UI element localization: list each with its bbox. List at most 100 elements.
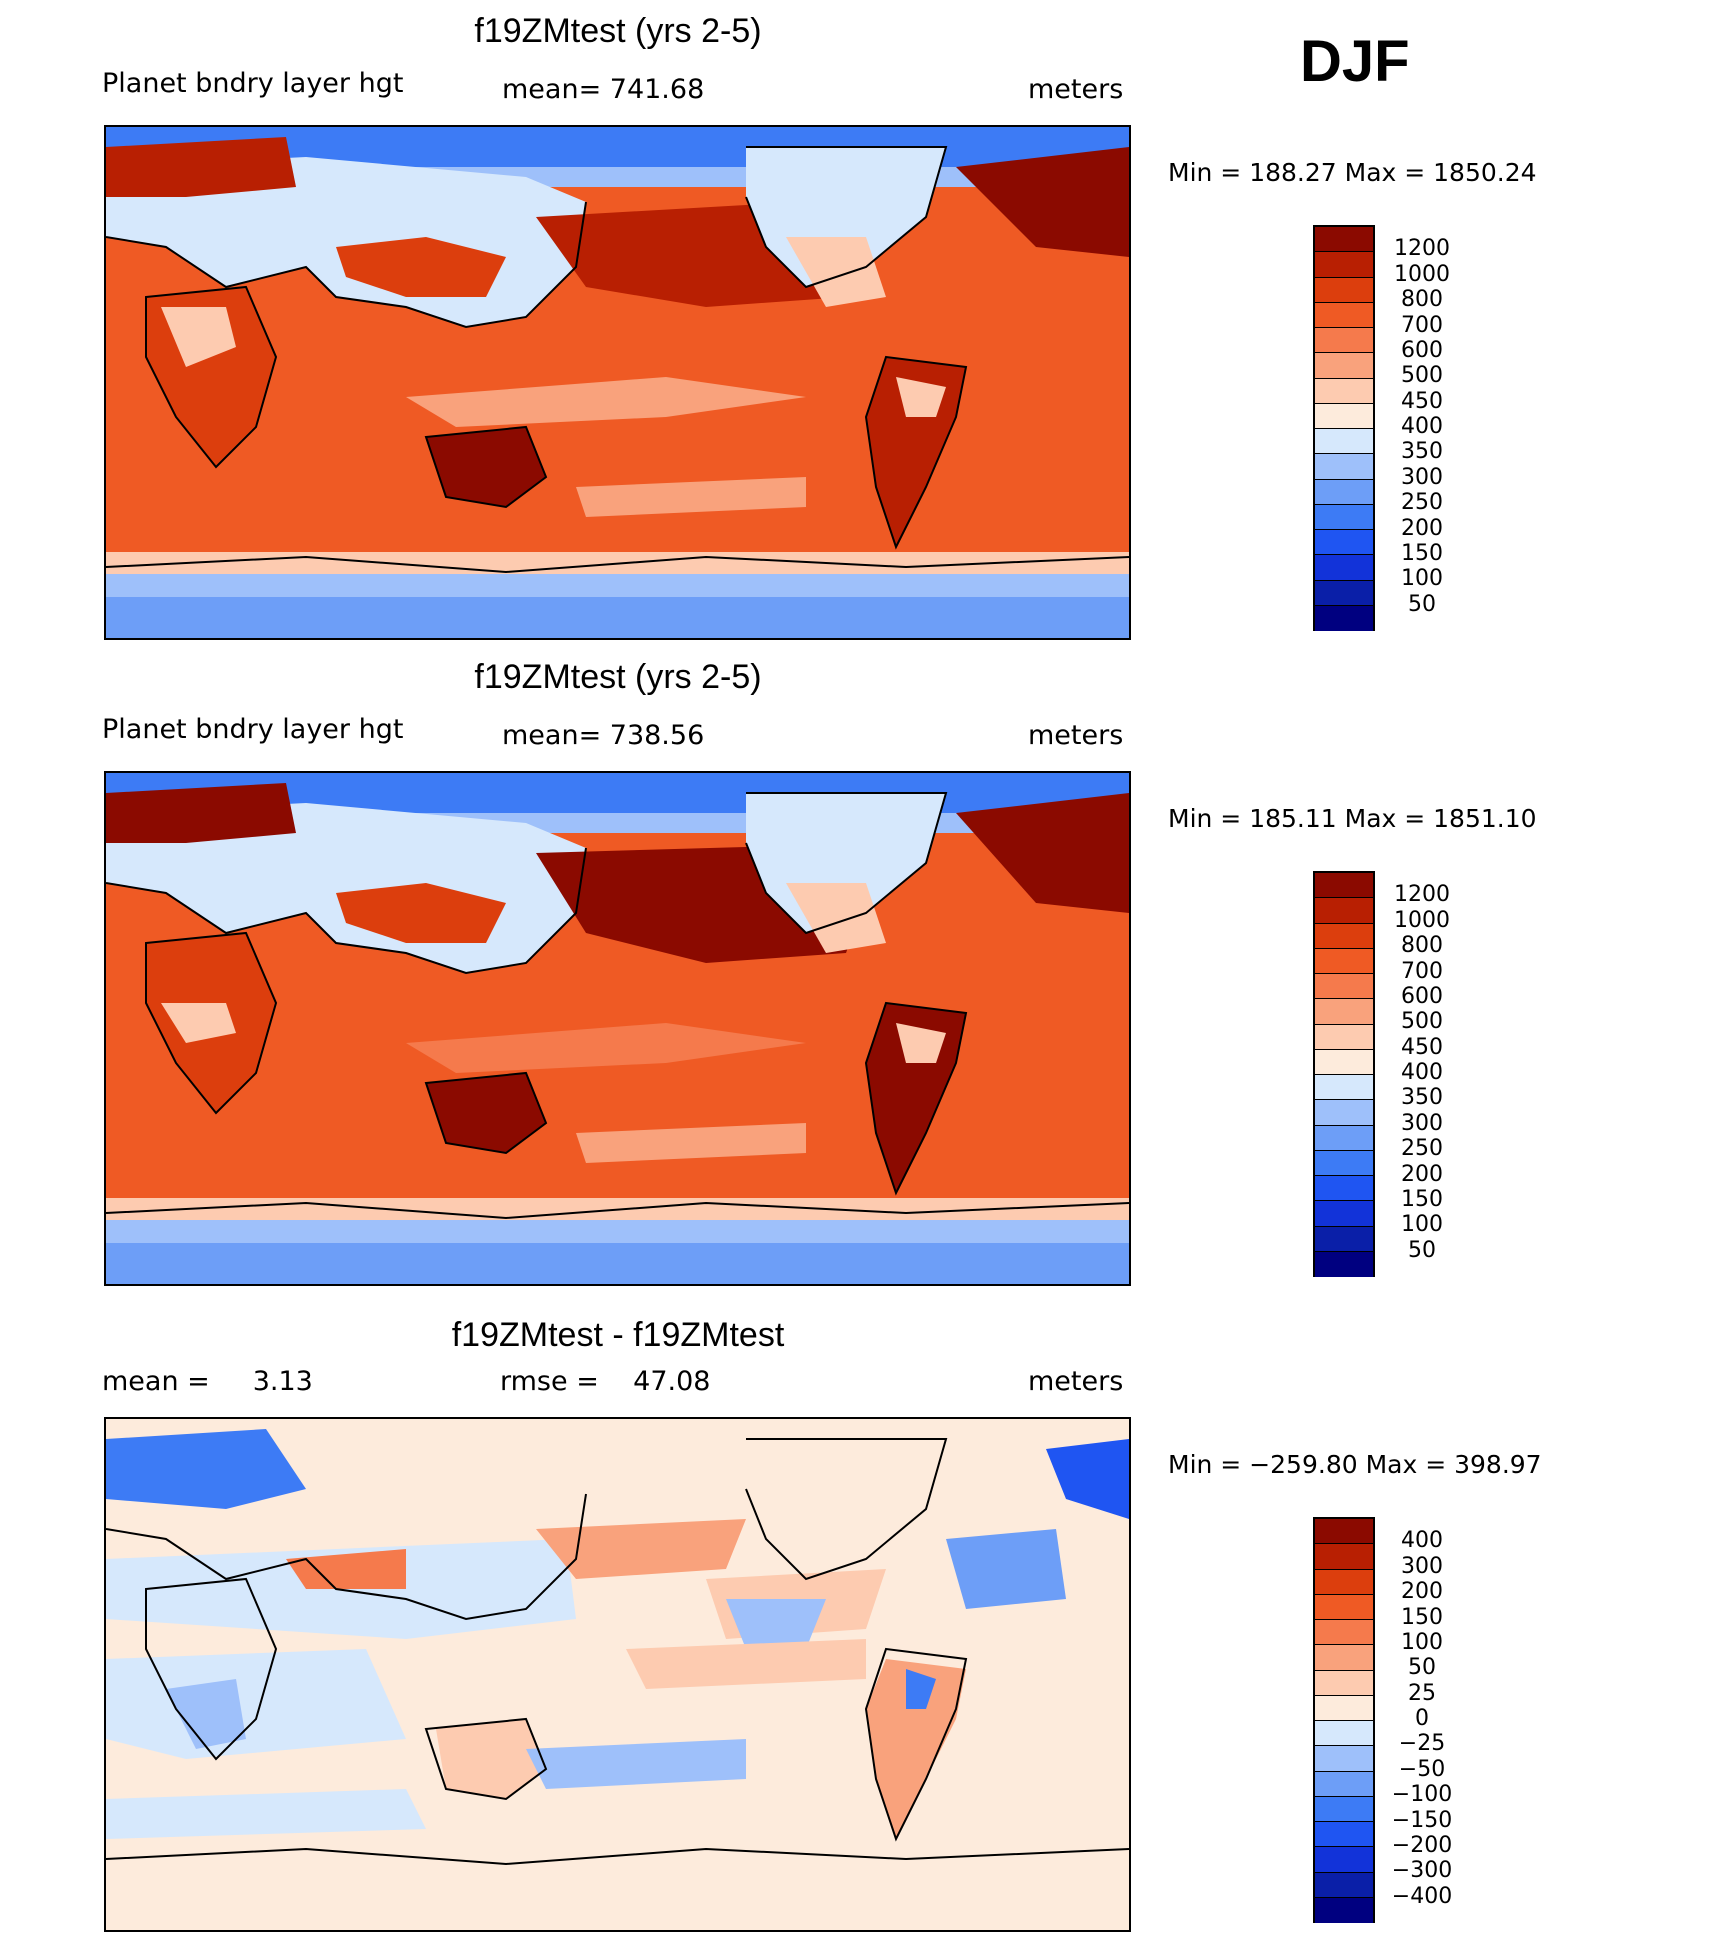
panel-1-map-plot [106,127,1129,638]
colorbar-tick-label: 350 [1401,439,1443,465]
colorbar-tick-label: 300 [1401,1553,1443,1579]
panel-1-units-label: meters [1028,74,1124,105]
colorbar-swatch [1315,328,1373,354]
colorbar-swatch [1315,1024,1373,1050]
colorbar-tick-label: −100 [1391,1782,1453,1808]
season-label: DJF [1300,29,1410,94]
colorbar-tick-label: 25 [1408,1680,1436,1706]
colorbar-tick-label: 700 [1401,958,1443,984]
panel-1-colorbar [1313,225,1375,631]
colorbar-swatch [1315,1125,1373,1151]
colorbar-swatch [1315,504,1373,530]
colorbar-swatch [1315,277,1373,303]
colorbar-tick-label: 150 [1401,540,1443,566]
colorbar-swatch [1315,1670,1373,1696]
colorbar-tick-label: 350 [1401,1085,1443,1111]
colorbar-tick-label: 150 [1401,1604,1443,1630]
colorbar-swatch [1315,1872,1373,1898]
colorbar-swatch [1315,1847,1373,1873]
colorbar-tick-label: 1200 [1394,882,1450,908]
colorbar-swatch [1315,1201,1373,1227]
colorbar-tick-label: 1000 [1394,261,1450,287]
colorbar-tick-label: 450 [1401,1034,1443,1060]
colorbar-tick-label: 50 [1408,1237,1436,1263]
panel-2-map-plot [106,773,1129,1284]
colorbar-tick-label: 1200 [1394,236,1450,262]
colorbar-swatch [1315,252,1373,278]
colorbar-swatch [1315,1645,1373,1671]
colorbar-swatch [1315,1771,1373,1797]
panel-3-map [104,1417,1131,1932]
colorbar-swatch [1315,227,1373,253]
colorbar-swatch [1315,353,1373,379]
colorbar-tick-label: 400 [1401,1060,1443,1085]
colorbar-swatch [1315,454,1373,480]
colorbar-swatch [1315,1100,1373,1126]
colorbar-swatch [1315,1796,1373,1822]
colorbar-swatch [1315,999,1373,1025]
colorbar-tick-label: 1000 [1394,907,1450,933]
panel-2-map [104,771,1131,1286]
colorbar-swatch [1315,948,1373,974]
colorbar-tick-label: 50 [1408,591,1436,617]
colorbar-swatch [1315,898,1373,924]
colorbar-tick-label: −200 [1391,1832,1453,1858]
colorbar-swatch [1315,1251,1373,1277]
colorbar-swatch [1315,1620,1373,1646]
panel-3-colorbar [1313,1517,1375,1923]
colorbar-tick-label: 200 [1401,1161,1443,1187]
colorbar-tick-label: 200 [1401,1579,1443,1605]
colorbar-swatch [1315,1226,1373,1252]
panel-3-map-plot [106,1419,1129,1930]
colorbar-tick-label: 600 [1401,983,1443,1009]
panel-2-units-label: meters [1028,720,1124,751]
colorbar-swatch [1315,530,1373,556]
colorbar-swatch [1315,403,1373,429]
colorbar-tick-label: 450 [1401,388,1443,414]
colorbar-swatch [1315,1695,1373,1721]
colorbar-swatch [1315,555,1373,581]
colorbar-tick-label: −50 [1398,1756,1446,1782]
colorbar-swatch [1315,1075,1373,1101]
colorbar-tick-label: 800 [1401,933,1443,959]
colorbar-tick-label: 150 [1401,1186,1443,1212]
panel-3-units-label: meters [1028,1366,1124,1397]
colorbar-tick-label: −300 [1391,1858,1453,1884]
colorbar-tick-label: 50 [1408,1655,1436,1681]
panel-3-rmse-label: rmse = 47.08 [500,1366,711,1397]
colorbar-tick-label: −150 [1391,1807,1453,1833]
panel-3-minmax: Min = −259.80 Max = 398.97 [1168,1450,1542,1479]
colorbar-tick-label: −25 [1398,1731,1446,1757]
colorbar-swatch [1315,302,1373,328]
panel-1-minmax: Min = 188.27 Max = 1850.24 [1168,158,1537,187]
panel-3-title: f19ZMtest - f19ZMtest [451,1316,785,1354]
colorbar-tick-label: 250 [1401,490,1443,516]
colorbar-swatch [1315,605,1373,631]
colorbar-swatch [1315,378,1373,404]
colorbar-tick-label: 600 [1401,337,1443,363]
colorbar-tick-label: 400 [1401,414,1443,439]
colorbar-tick-label: 100 [1401,566,1443,592]
panel-1-mean-label: mean= 741.68 [502,74,705,105]
colorbar-tick-label: 700 [1401,312,1443,338]
colorbar-swatch [1315,1049,1373,1075]
colorbar-swatch [1315,873,1373,899]
colorbar-swatch [1315,974,1373,1000]
colorbar-tick-label: 300 [1401,464,1443,490]
colorbar-swatch [1315,479,1373,505]
colorbar-tick-label: 400 [1401,1528,1443,1554]
colorbar-swatch [1315,923,1373,949]
colorbar-tick-label: 500 [1401,363,1443,389]
colorbar-tick-label: 800 [1401,287,1443,313]
colorbar-tick-label: 200 [1401,515,1443,541]
colorbar-tick-label: 100 [1401,1629,1443,1655]
colorbar-swatch [1315,1150,1373,1176]
colorbar-swatch [1315,1746,1373,1772]
colorbar-tick-label: 300 [1401,1110,1443,1136]
colorbar-swatch [1315,1519,1373,1545]
colorbar-tick-label: 500 [1401,1009,1443,1035]
colorbar-swatch [1315,429,1373,455]
colorbar-tick-label: 250 [1401,1136,1443,1162]
colorbar-swatch [1315,1721,1373,1747]
colorbar-swatch [1315,1544,1373,1570]
